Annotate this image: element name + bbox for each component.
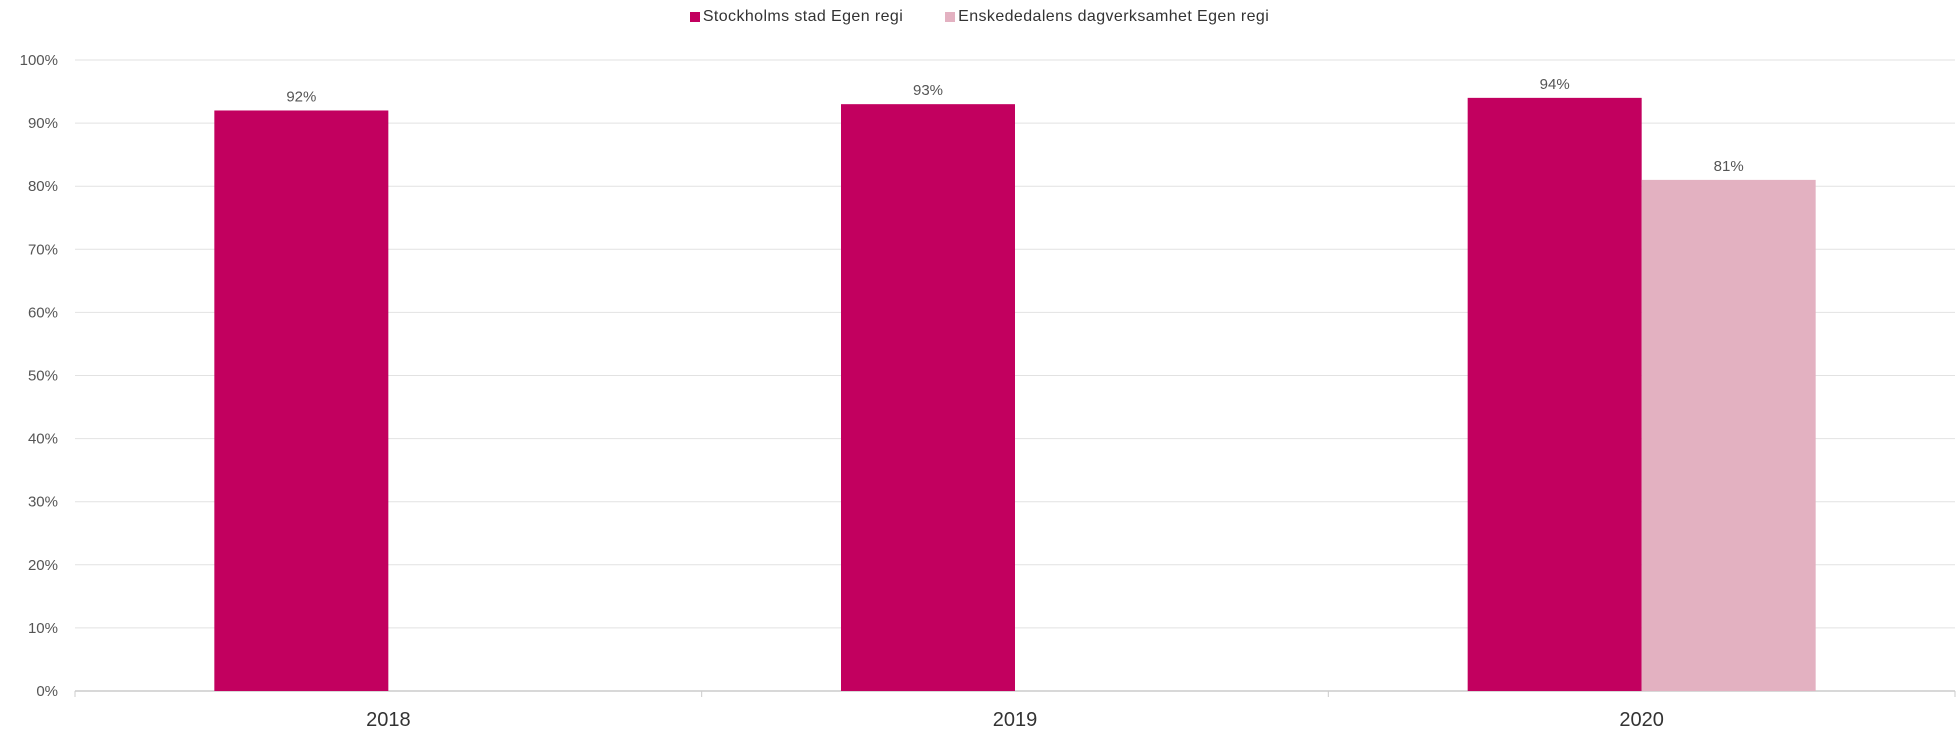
x-tick-label: 2018 [366, 709, 411, 730]
legend-label-series-2: Enskededalens dagverksamhet Egen regi [958, 8, 1270, 25]
y-tick-label: 50% [28, 368, 58, 385]
legend: Stockholms stad Egen regi Enskededalens … [0, 8, 1959, 26]
legend-item-series-1[interactable]: Stockholms stad Egen regi [689, 8, 904, 26]
x-tick-label: 2020 [1619, 709, 1664, 730]
y-tick-label: 80% [28, 178, 58, 195]
legend-swatch-series-2 [945, 12, 956, 22]
bar[interactable] [841, 104, 1015, 692]
bar[interactable] [214, 110, 389, 692]
legend-label-series-1: Stockholms stad Egen regi [702, 8, 904, 25]
y-tick-label: 100% [20, 52, 58, 69]
data-label: 93% [913, 82, 943, 99]
y-tick-label: 70% [28, 241, 58, 258]
data-label: 81% [1714, 158, 1744, 175]
y-tick-label: 90% [28, 115, 58, 132]
legend-swatch-series-1 [689, 12, 700, 22]
y-tick-label: 0% [36, 683, 58, 700]
data-label: 92% [286, 88, 316, 105]
y-tick-label: 10% [28, 620, 58, 637]
data-label: 94% [1540, 76, 1570, 93]
bar[interactable] [1641, 179, 1816, 691]
y-tick-label: 40% [28, 431, 58, 448]
legend-item-series-2[interactable]: Enskededalens dagverksamhet Egen regi [945, 8, 1269, 26]
y-tick-label: 20% [28, 557, 58, 574]
x-tick-label: 2019 [993, 709, 1038, 730]
bar[interactable] [1467, 97, 1642, 692]
y-tick-label: 60% [28, 304, 58, 321]
y-tick-label: 30% [28, 494, 58, 511]
